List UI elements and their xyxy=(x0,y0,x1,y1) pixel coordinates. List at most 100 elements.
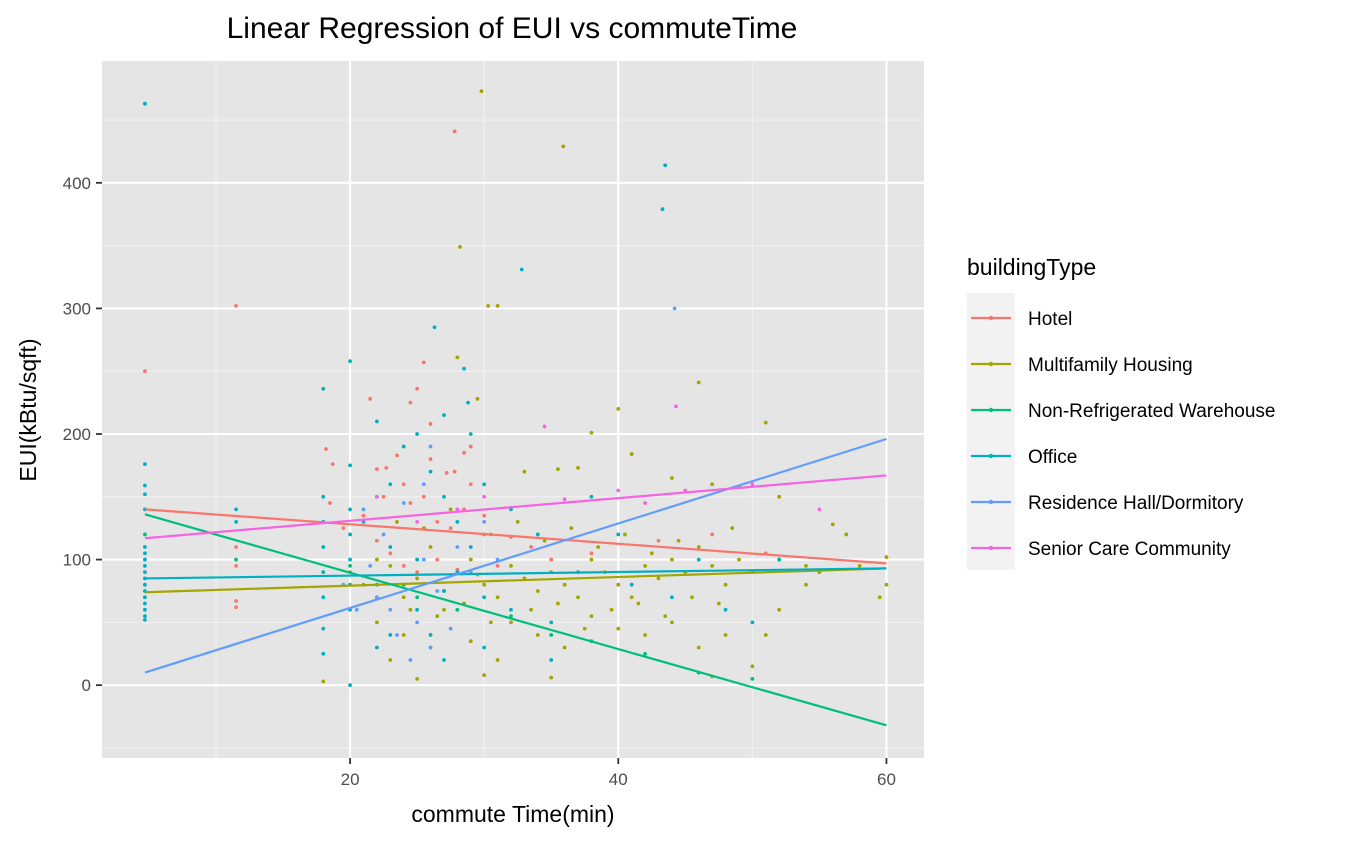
data-point xyxy=(475,396,480,401)
data-point xyxy=(415,557,420,562)
data-point xyxy=(482,494,487,499)
data-point xyxy=(730,526,735,531)
data-point xyxy=(234,563,238,568)
data-point xyxy=(482,519,487,524)
data-point xyxy=(589,614,594,618)
x-tick-label: 60 xyxy=(877,770,896,789)
data-point xyxy=(804,563,808,568)
data-point xyxy=(143,607,147,612)
data-point xyxy=(462,450,466,455)
data-point xyxy=(401,482,406,487)
data-point xyxy=(415,570,420,575)
data-point xyxy=(576,595,580,600)
data-point xyxy=(321,494,326,499)
data-point xyxy=(435,614,440,618)
data-point xyxy=(143,545,147,549)
data-point xyxy=(401,595,406,600)
legend-title: buildingType xyxy=(967,254,1096,280)
data-point xyxy=(415,576,420,581)
data-point xyxy=(415,607,420,612)
data-point xyxy=(723,607,728,612)
data-point xyxy=(388,563,393,568)
data-point xyxy=(696,645,701,650)
legend-items: Hotel Multifamily Housing Non-Refrigerated… xyxy=(971,309,1275,560)
data-point xyxy=(549,557,554,562)
plot-panel xyxy=(102,61,924,758)
data-point xyxy=(609,607,614,612)
data-point xyxy=(381,494,386,499)
data-point xyxy=(674,404,678,409)
data-point xyxy=(737,557,741,562)
data-point xyxy=(549,620,554,625)
data-point xyxy=(589,557,594,562)
data-point xyxy=(143,617,147,622)
data-point xyxy=(348,463,352,468)
data-point xyxy=(482,645,487,650)
data-point xyxy=(616,532,621,537)
data-point xyxy=(321,386,326,391)
data-point xyxy=(348,683,352,688)
data-point xyxy=(582,626,587,631)
data-point xyxy=(817,507,822,512)
data-point xyxy=(408,658,413,662)
data-point xyxy=(482,482,487,487)
data-point xyxy=(415,519,420,524)
data-point xyxy=(569,526,574,531)
data-point xyxy=(596,545,601,549)
data-point xyxy=(324,447,328,451)
data-point xyxy=(482,595,487,600)
data-point xyxy=(616,488,621,493)
data-point xyxy=(562,497,567,502)
data-point xyxy=(777,607,782,612)
data-point xyxy=(535,589,540,593)
legend-key-point xyxy=(988,545,994,551)
data-point xyxy=(777,557,782,562)
x-tick-label: 20 xyxy=(341,770,360,789)
data-point xyxy=(549,675,554,680)
data-point xyxy=(455,545,460,549)
regression-lines xyxy=(144,437,887,727)
data-point xyxy=(616,582,621,587)
series-points xyxy=(143,129,768,610)
data-point xyxy=(348,507,352,512)
data-point xyxy=(143,595,147,600)
data-point xyxy=(542,424,547,429)
series-points xyxy=(374,404,822,524)
data-point xyxy=(321,570,326,575)
data-point xyxy=(535,532,540,537)
data-point xyxy=(643,633,647,637)
data-point xyxy=(408,400,413,405)
data-point xyxy=(495,563,500,568)
data-point xyxy=(844,532,849,537)
data-point xyxy=(857,563,862,568)
data-point xyxy=(519,267,524,272)
data-point xyxy=(455,607,460,612)
data-point xyxy=(482,673,487,678)
data-point xyxy=(676,538,681,543)
data-point xyxy=(321,679,326,684)
data-point xyxy=(750,664,755,669)
data-point xyxy=(452,469,457,474)
data-point xyxy=(428,469,433,474)
data-point xyxy=(321,626,326,631)
data-point xyxy=(348,563,352,568)
data-point xyxy=(549,658,554,662)
data-point xyxy=(710,532,715,537)
data-point xyxy=(670,620,674,625)
data-point xyxy=(421,482,426,487)
data-point xyxy=(509,614,513,618)
data-point xyxy=(509,620,513,625)
data-point xyxy=(361,519,366,524)
data-point xyxy=(328,501,332,505)
data-point xyxy=(442,494,446,499)
minor-grid xyxy=(102,61,924,758)
data-point xyxy=(408,607,413,612)
y-tick-label: 400 xyxy=(63,174,91,193)
data-point xyxy=(562,582,567,587)
data-point xyxy=(562,645,567,650)
legend: buildingType Hotel Multifamily Housing Non… xyxy=(967,254,1275,570)
data-point xyxy=(656,576,661,581)
legend-key-point xyxy=(988,453,994,459)
data-point xyxy=(401,501,406,505)
data-point xyxy=(448,526,453,531)
